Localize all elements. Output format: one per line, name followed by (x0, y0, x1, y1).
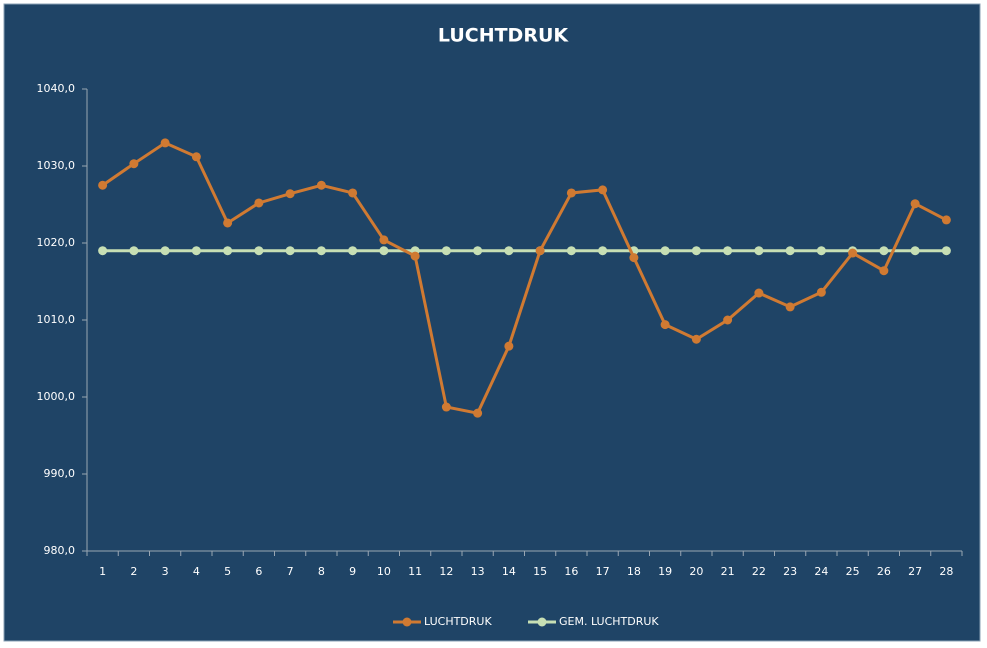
data-point (941, 246, 951, 256)
legend-label: GEM. LUCHTDRUK (559, 615, 659, 628)
data-point (191, 246, 201, 256)
data-point (660, 320, 670, 330)
x-tick-label: 12 (439, 565, 453, 578)
x-tick-label: 20 (689, 565, 703, 578)
data-point (691, 246, 701, 256)
x-tick-label: 16 (564, 565, 578, 578)
data-point (191, 152, 201, 162)
series-line (101, 141, 948, 415)
x-tick-label: 2 (130, 565, 137, 578)
y-tick-label: 1040,0 (37, 82, 76, 95)
data-point (348, 246, 358, 256)
x-tick-label: 11 (408, 565, 422, 578)
y-tick-label: 1000,0 (37, 390, 76, 403)
x-tick-label: 25 (846, 565, 860, 578)
data-point (160, 138, 170, 148)
data-point (879, 246, 889, 256)
x-tick-label: 3 (162, 565, 169, 578)
data-point (379, 235, 389, 245)
data-point (285, 189, 295, 199)
data-point (379, 246, 389, 256)
data-point (129, 246, 139, 256)
data-point (566, 188, 576, 198)
data-point (910, 199, 920, 209)
x-tick-label: 8 (318, 565, 325, 578)
chart-title: LUCHTDRUK (438, 25, 569, 47)
legend-marker (402, 617, 412, 627)
data-point (566, 246, 576, 256)
y-tick-label: 1010,0 (37, 313, 76, 326)
data-point (785, 302, 795, 312)
data-point (473, 408, 483, 418)
data-point (254, 198, 264, 208)
data-point (816, 287, 826, 297)
x-tick-label: 17 (596, 565, 610, 578)
x-tick-label: 6 (255, 565, 262, 578)
x-tick-label: 27 (908, 565, 922, 578)
data-point (285, 246, 295, 256)
x-tick-label: 14 (502, 565, 516, 578)
x-tick-label: 1 (99, 565, 106, 578)
y-tick-label: 990,0 (44, 467, 76, 480)
data-point (754, 246, 764, 256)
x-tick-label: 19 (658, 565, 672, 578)
y-tick-label: 980,0 (44, 544, 76, 557)
data-point (441, 246, 451, 256)
data-point (754, 288, 764, 298)
data-point (848, 248, 858, 258)
x-tick-label: 9 (349, 565, 356, 578)
data-point (441, 402, 451, 412)
x-tick-label: 28 (939, 565, 953, 578)
data-point (316, 180, 326, 190)
data-point (910, 246, 920, 256)
data-point (535, 246, 545, 256)
x-tick-label: 5 (224, 565, 231, 578)
chart-background (3, 3, 981, 642)
data-point (598, 246, 608, 256)
x-tick-label: 18 (627, 565, 641, 578)
data-point (504, 246, 514, 256)
x-tick-label: 4 (193, 565, 200, 578)
data-point (129, 159, 139, 169)
legend-label: LUCHTDRUK (424, 615, 492, 628)
data-point (816, 246, 826, 256)
data-point (598, 185, 608, 195)
data-point (98, 180, 108, 190)
data-point (223, 246, 233, 256)
y-tick-label: 1020,0 (37, 236, 76, 249)
data-point (348, 188, 358, 198)
data-point (879, 266, 889, 276)
data-point (504, 341, 514, 351)
x-tick-label: 21 (721, 565, 735, 578)
data-point (410, 251, 420, 261)
x-tick-label: 22 (752, 565, 766, 578)
data-point (223, 218, 233, 228)
data-point (941, 215, 951, 225)
y-tick-label: 1030,0 (37, 159, 76, 172)
x-tick-label: 23 (783, 565, 797, 578)
data-point (629, 253, 639, 263)
data-point (473, 246, 483, 256)
data-point (723, 315, 733, 325)
x-tick-label: 10 (377, 565, 391, 578)
x-tick-label: 13 (471, 565, 485, 578)
x-tick-label: 15 (533, 565, 547, 578)
data-point (723, 246, 733, 256)
x-tick-label: 7 (287, 565, 294, 578)
x-tick-label: 26 (877, 565, 891, 578)
data-point (98, 246, 108, 256)
legend-marker (537, 617, 547, 627)
x-tick-label: 24 (814, 565, 828, 578)
data-point (160, 246, 170, 256)
data-point (660, 246, 670, 256)
data-point (316, 246, 326, 256)
data-point (254, 246, 264, 256)
data-point (785, 246, 795, 256)
data-point (691, 334, 701, 344)
